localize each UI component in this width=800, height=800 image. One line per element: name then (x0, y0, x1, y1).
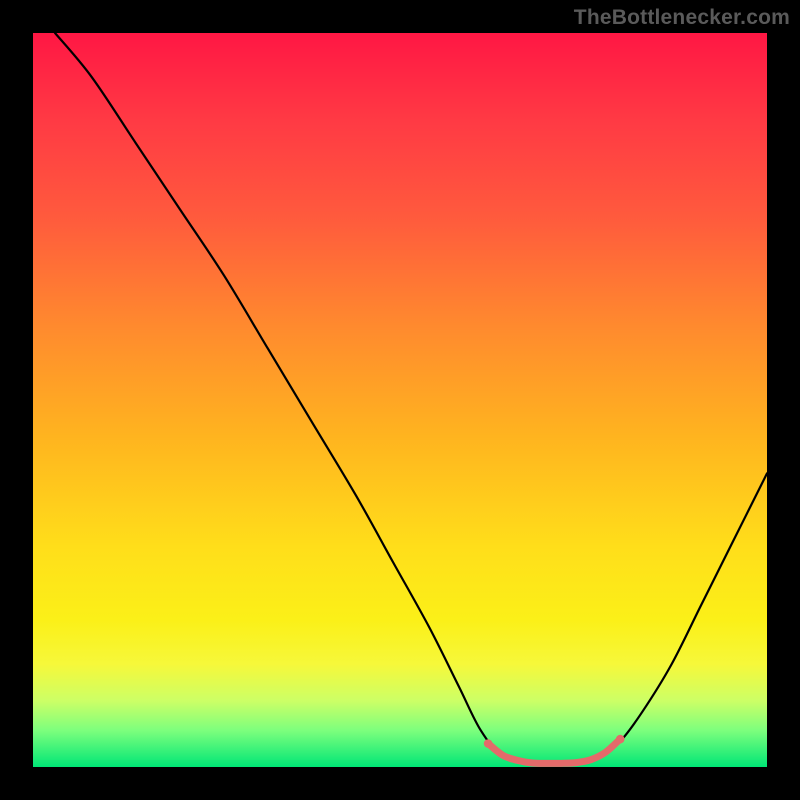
heat-gradient-area (33, 33, 767, 767)
optimal-range-start-cap (484, 739, 493, 748)
bottleneck-chart (0, 0, 800, 800)
watermark-text: TheBottlenecker.com (574, 6, 790, 30)
optimal-range-end-cap (616, 735, 625, 744)
